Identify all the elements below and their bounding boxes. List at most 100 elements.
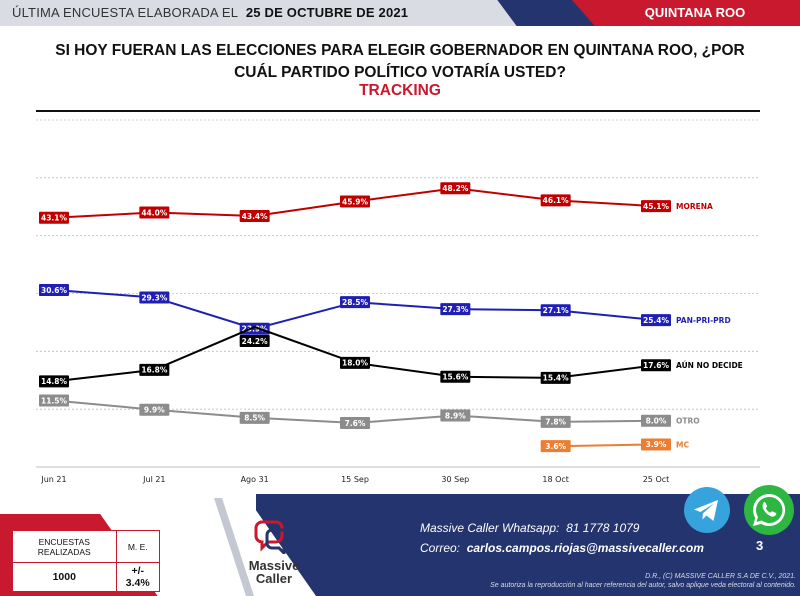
surveys-label: ENCUESTAS REALIZADAS — [12, 530, 117, 563]
data-label-box — [641, 414, 671, 427]
email-link[interactable]: carlos.campos.riojas@massivecaller.com — [466, 541, 704, 555]
data-label-box — [139, 403, 170, 416]
data-label-box — [239, 335, 270, 348]
data-label: 30.6% — [41, 286, 68, 295]
series-name-label: PAN-PRI-PRD — [676, 316, 731, 325]
series-line-mc — [555, 443, 657, 448]
x-tick-label: 18 Oct — [542, 475, 569, 484]
data-label-box — [641, 359, 671, 372]
data-label: 15.4% — [543, 374, 570, 383]
data-label: 27.1% — [543, 306, 570, 315]
massive-caller-logo: Massive Caller — [236, 518, 312, 594]
survey-prefix: ÚLTIMA ENCUESTA ELABORADA EL — [12, 5, 239, 20]
data-label-box — [540, 415, 571, 428]
data-label: 29.3% — [141, 293, 168, 302]
x-tick-label: 15 Sep — [341, 475, 369, 484]
margin-error-label: M. E. — [115, 530, 160, 563]
data-label: 44.0% — [141, 208, 168, 217]
data-label-box — [540, 440, 571, 453]
data-label: 15.6% — [442, 373, 469, 382]
whatsapp-line: Massive Caller Whatsapp: 81 1778 1079 — [420, 518, 740, 538]
data-label-box — [39, 284, 69, 297]
surveys-value: 1000 — [12, 562, 117, 592]
logo-line2: Caller — [255, 571, 293, 586]
data-label: 16.8% — [141, 366, 168, 375]
title-divider — [36, 110, 760, 112]
data-label-box — [39, 394, 69, 407]
data-label-box — [340, 195, 370, 208]
copyright-line1: D.R., (C) MASSIVE CALLER S.A DE C.V., 20… — [645, 573, 796, 580]
region-label: QUINTANA ROO — [644, 5, 746, 20]
data-label: 7.6% — [345, 419, 366, 428]
data-label-box — [139, 291, 170, 304]
copyright-notice: D.R., (C) MASSIVE CALLER S.A DE C.V., 20… — [360, 572, 796, 590]
whatsapp-icon[interactable] — [743, 484, 795, 536]
chart-subtitle: TRACKING — [359, 82, 441, 99]
survey-info-table: ENCUESTAS REALIZADAS M. E. 1000 +/- 3.4% — [12, 530, 160, 592]
data-label-box — [340, 356, 370, 369]
data-label-box — [440, 303, 471, 316]
data-label: 23.9% — [242, 325, 269, 334]
logo-line1: Massive — [248, 558, 300, 573]
data-label: 43.1% — [41, 214, 68, 223]
data-label: 46.1% — [543, 196, 570, 205]
data-label-box — [239, 210, 270, 223]
data-label-box — [440, 182, 471, 195]
data-label-box — [340, 296, 370, 309]
data-label: 9.9% — [144, 406, 165, 415]
header-bar: ÚLTIMA ENCUESTA ELABORADA EL 25 DE OCTUB… — [0, 0, 800, 26]
data-label-box — [239, 322, 270, 335]
data-label-box — [39, 211, 69, 224]
data-label: 25.4% — [643, 316, 670, 325]
data-label-box — [540, 304, 571, 317]
data-label-box — [641, 438, 671, 451]
tracking-line-chart: Jun 21 Jul 21 Ago 31 15 Sep 30 Sep 18 Oct 25 O… — [36, 119, 760, 484]
x-tick-label: Jul 21 — [142, 475, 165, 484]
page-number: 3 — [756, 538, 764, 553]
x-tick-label: 30 Sep — [441, 475, 469, 484]
series-name-label: OTRO — [676, 417, 700, 426]
data-label: 8.5% — [244, 414, 265, 423]
data-label-box — [641, 314, 671, 327]
data-label-box — [139, 206, 170, 219]
email-line: Correo: carlos.campos.riojas@massivecall… — [420, 538, 740, 558]
contact-info: Massive Caller Whatsapp: 81 1778 1079 Co… — [420, 518, 740, 558]
data-label: 14.8% — [41, 377, 68, 386]
data-label: 28.5% — [342, 298, 369, 307]
series-name-label: MC — [676, 440, 689, 449]
survey-date-text: ÚLTIMA ENCUESTA ELABORADA EL 25 DE OCTUB… — [12, 5, 408, 20]
whatsapp-label: Massive Caller Whatsapp: — [420, 521, 560, 535]
data-label: 11.5% — [41, 396, 68, 405]
data-label: 8.0% — [646, 417, 667, 426]
chart-title: SI HOY FUERAN LAS ELECCIONES PARA ELEGIR… — [55, 42, 745, 81]
telegram-icon[interactable] — [683, 486, 731, 534]
data-label: 18.0% — [342, 359, 369, 368]
data-label: 24.2% — [242, 337, 269, 346]
data-label-box — [540, 371, 571, 384]
data-label-box — [39, 375, 69, 388]
data-label: 8.9% — [445, 411, 466, 420]
margin-error-value: +/- 3.4% — [115, 562, 160, 592]
x-tick-label: 25 Oct — [643, 475, 670, 484]
whatsapp-number[interactable]: 81 1778 1079 — [566, 521, 640, 535]
x-tick-label: Ago 31 — [241, 475, 269, 484]
data-label: 17.6% — [643, 361, 670, 370]
data-label: 7.8% — [545, 418, 566, 427]
data-label-box — [139, 363, 170, 376]
series-name-label: MORENA — [676, 202, 713, 211]
data-label: 27.3% — [442, 305, 469, 314]
x-tick-label: Jun 21 — [40, 475, 66, 484]
data-label: 45.1% — [643, 202, 670, 211]
data-label: 43.4% — [242, 212, 269, 221]
copyright-line2: Se autoriza la reproducción al hacer ref… — [490, 582, 796, 589]
data-label-box — [540, 194, 571, 207]
massive-caller-logo-icon — [254, 520, 293, 557]
data-label: 45.9% — [342, 197, 369, 206]
email-label: Correo: — [420, 541, 461, 555]
data-label: 3.9% — [646, 440, 667, 449]
data-label-box — [440, 370, 471, 383]
data-label: 3.6% — [545, 442, 566, 451]
data-label-box — [440, 409, 471, 422]
data-label-box — [239, 411, 270, 424]
header-red-band — [572, 0, 800, 26]
